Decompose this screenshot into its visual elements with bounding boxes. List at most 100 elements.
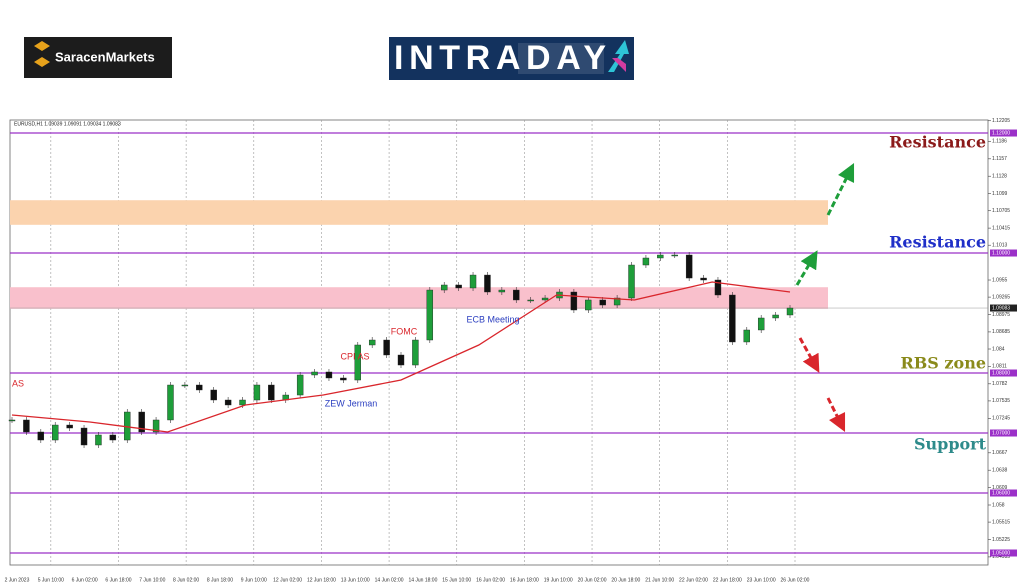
event-label: AS: [12, 378, 24, 388]
y-tick-label: 1.08975: [992, 312, 1010, 318]
up-arrow: [795, 250, 818, 286]
candle: [541, 297, 549, 301]
candle: [527, 299, 534, 302]
y-tick-label: 1.084: [992, 346, 1005, 352]
candle: [66, 424, 73, 429]
x-tick-label: 19 Jun 10:00: [544, 577, 573, 583]
candle: [196, 384, 203, 391]
x-tick-label: 26 Jun 02:00: [781, 577, 810, 583]
chart-header: EURUSD,H1 1.09039 1.09091 1.09034 1.0908…: [14, 121, 121, 127]
x-tick-label: 22 Jun 02:00: [679, 577, 708, 583]
candle: [570, 291, 578, 311]
candle: [585, 299, 592, 311]
candle: [181, 384, 189, 387]
candle: [95, 434, 102, 446]
candle: [296, 374, 304, 396]
y-tick-label: 1.08685: [992, 329, 1010, 335]
side-label: RBS zone: [900, 354, 986, 373]
y-tick-label: 1.1186: [992, 139, 1007, 145]
up-arrow: [826, 162, 855, 216]
y-tick-label: 1.0638: [992, 468, 1008, 474]
event-label: CPI AS: [340, 351, 369, 361]
level-label-box: [990, 549, 1017, 557]
x-tick-label: 8 Jun 02:00: [173, 577, 199, 583]
y-tick-label: 1.058: [992, 502, 1005, 508]
candle: [23, 419, 30, 433]
candle: [498, 289, 506, 293]
x-tick-label: 12 Jun 02:00: [273, 577, 302, 583]
candle: [426, 289, 434, 341]
candle: [224, 399, 232, 406]
candle: [685, 254, 693, 279]
x-tick-label: 6 Jun 18:00: [105, 577, 131, 583]
candle: [757, 317, 765, 331]
y-tick-label: 1.07535: [992, 398, 1010, 404]
y-tick-label: 1.04935: [992, 554, 1010, 560]
y-tick-label: 1.0667: [992, 450, 1008, 456]
x-tick-label: 8 Jun 18:00: [207, 577, 233, 583]
y-tick-label: 1.09265: [992, 294, 1010, 300]
candle: [37, 431, 45, 441]
brand-logo: SaracenMarkets: [24, 37, 172, 78]
candle: [642, 257, 650, 266]
level-label: 1.12000: [992, 130, 1010, 136]
candle: [441, 284, 448, 291]
level-label-box: [990, 489, 1017, 497]
candle: [469, 274, 477, 289]
banner-logo: INTRADAY: [389, 37, 634, 80]
candle: [52, 424, 59, 441]
down-arrow: [798, 337, 820, 373]
candle: [340, 377, 347, 381]
x-tick-label: 13 Jun 10:00: [341, 577, 370, 583]
x-tick-label: 16 Jun 02:00: [476, 577, 505, 583]
candle: [8, 419, 16, 422]
level-label-box: [990, 429, 1017, 437]
candle: [152, 419, 160, 433]
candle: [253, 384, 261, 401]
level-label-box: [990, 129, 1017, 137]
x-tick-label: 16 Jun 18:00: [510, 577, 539, 583]
down-arrow: [826, 397, 846, 433]
x-tick-label: 5 Jun 10:00: [38, 577, 64, 583]
price-label: 1.09083: [992, 305, 1010, 311]
x-tick-label: 12 Jun 18:00: [307, 577, 336, 583]
event-label: ZEW Jerman: [325, 398, 378, 408]
zone: [10, 287, 828, 309]
arrows: [795, 162, 855, 433]
x-tick-label: 7 Jun 10:00: [139, 577, 165, 583]
candle: [772, 314, 779, 319]
event-label: ECB Meeting: [466, 314, 519, 324]
side-label: Support: [914, 435, 987, 454]
candle: [109, 434, 117, 441]
y-tick-label: 1.1099: [992, 191, 1008, 197]
candle: [671, 254, 678, 257]
y-tick-label: 1.0609: [992, 485, 1008, 491]
candle: [613, 297, 621, 306]
y-tick-label: 1.1013: [992, 243, 1008, 249]
moving-average: [11, 281, 791, 433]
level-label: 1.07000: [992, 430, 1010, 436]
candle: [786, 307, 794, 316]
y-tick-label: 1.1128: [992, 174, 1007, 180]
candle: [743, 329, 750, 343]
y-tick-label: 1.0811: [992, 364, 1007, 370]
candle: [599, 299, 606, 306]
y-tick-label: 1.12205: [992, 118, 1010, 124]
banner-text: INTRADAY: [394, 39, 606, 77]
level-label-box: [990, 369, 1017, 377]
y-tick-label: 1.10705: [992, 208, 1010, 214]
side-label: Resistance: [889, 233, 986, 252]
level-label: 1.05000: [992, 550, 1010, 556]
candle: [80, 427, 88, 446]
candle: [239, 399, 246, 406]
side-label: Resistance: [889, 133, 986, 152]
candle: [714, 279, 722, 296]
candle: [729, 294, 736, 343]
candle: [167, 384, 174, 421]
candle: [628, 264, 635, 299]
event-label: FOMC: [391, 326, 418, 336]
candle: [311, 371, 318, 376]
x-tick-label: 20 Jun 18:00: [611, 577, 640, 583]
candle: [138, 411, 145, 433]
